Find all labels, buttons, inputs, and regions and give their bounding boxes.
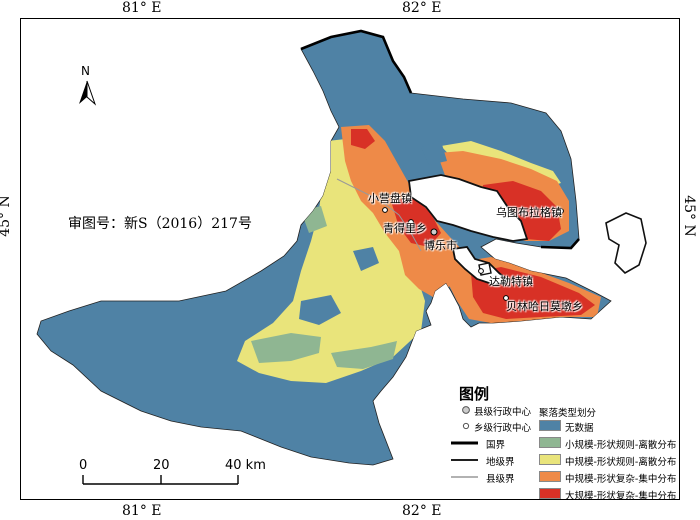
map-canvas: N (36, 29, 647, 485)
latitude-label-right: 45° N (680, 195, 697, 237)
legend-category-title: 聚落类型划分 (539, 408, 597, 419)
legend-swatch-1 (539, 437, 561, 448)
place-label-wutubulage: 乌图布拉格镇 (496, 206, 562, 219)
longitude-label-bottom-81: 81° E (122, 503, 162, 519)
longitude-label-bottom-82: 82° E (402, 503, 442, 519)
legend-county-border: 县级界 (486, 474, 515, 485)
legend-county-center: 县级行政中心 (474, 407, 532, 418)
longitude-label-top-81: 81° E (122, 0, 162, 16)
scale-label-20: 20 (153, 458, 170, 473)
marker-qingdeli (408, 219, 414, 225)
approval-number: 审图号：新S（2016）217号 (68, 216, 252, 232)
place-label-xiaoyingpan: 小营盘镇 (368, 192, 412, 205)
zone-blue-patch-c (421, 141, 447, 165)
longitude-label-top-82: 82° E (402, 0, 442, 16)
region-east-strip-outline (605, 212, 647, 274)
map-frame: N 审图号：新S（2 (20, 18, 680, 500)
legend-swatch-0 (539, 420, 561, 431)
marker-dalete (478, 268, 484, 274)
scale-label-40km: 40 km (225, 458, 266, 473)
zone-green-b (331, 341, 397, 369)
legend-category-label-3: 中规模-形状复杂-集中分布 (565, 474, 677, 485)
zone-green-a (251, 333, 321, 363)
place-label-qingdeli: 青得里乡 (383, 222, 427, 235)
legend-swatch-3 (539, 471, 561, 482)
legend-category-label-2: 中规模-形状规则-离散分布 (565, 457, 677, 468)
legend-prefecture-border: 地级界 (486, 457, 515, 468)
legend-symbols (451, 406, 478, 478)
scale-label-0: 0 (79, 458, 88, 473)
marker-bole (430, 228, 438, 236)
legend-swatch-4 (539, 488, 561, 499)
marker-xiaoyingpan (382, 207, 388, 213)
legend-category-label-1: 小规模-形状规则-离散分布 (565, 440, 677, 451)
zone-red-center (351, 129, 375, 149)
national-border-north (300, 29, 413, 94)
place-label-dalete: 达勒特镇 (489, 275, 533, 288)
latitude-label-left: 45° N (0, 195, 13, 237)
legend-category-label-4: 大规模-形状复杂-集中分布 (565, 491, 677, 500)
place-label-bole: 博乐市 (424, 239, 457, 252)
place-label-beilinhariemodun: 贝林哈日莫墩乡 (506, 300, 583, 313)
zone-blue-patch-a (299, 295, 341, 325)
north-arrow (79, 80, 97, 106)
national-border-east (540, 238, 580, 250)
legend-title: 图例 (459, 385, 490, 403)
zone-red-bole (391, 197, 441, 247)
legend-swatch-2 (539, 454, 561, 465)
zone-blue-patch-b (353, 247, 379, 271)
marker-wutubulage (558, 208, 564, 214)
marker-beilinhariemodun (503, 295, 509, 301)
legend-category-label-0: 无数据 (565, 423, 594, 434)
legend-township-center: 乡级行政中心 (474, 423, 532, 434)
north-arrow-label: N (81, 64, 90, 78)
scale-bar (82, 475, 239, 485)
excluded-area-north (408, 174, 529, 242)
legend-national-border: 国界 (486, 440, 506, 451)
county-border-internal (336, 178, 422, 252)
